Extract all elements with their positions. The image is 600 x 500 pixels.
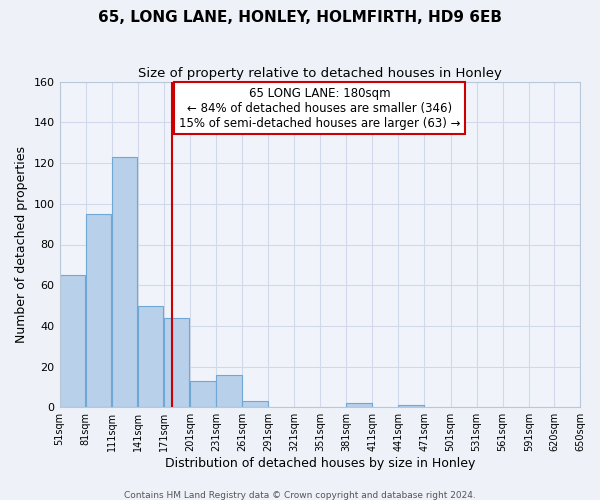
Text: Contains HM Land Registry data © Crown copyright and database right 2024.: Contains HM Land Registry data © Crown c… — [124, 490, 476, 500]
X-axis label: Distribution of detached houses by size in Honley: Distribution of detached houses by size … — [164, 457, 475, 470]
Title: Size of property relative to detached houses in Honley: Size of property relative to detached ho… — [138, 68, 502, 80]
Bar — [164, 318, 190, 408]
Text: 65, LONG LANE, HONLEY, HOLMFIRTH, HD9 6EB: 65, LONG LANE, HONLEY, HOLMFIRTH, HD9 6E… — [98, 10, 502, 25]
Bar — [138, 306, 163, 408]
Bar — [190, 381, 215, 407]
Y-axis label: Number of detached properties: Number of detached properties — [15, 146, 28, 343]
Bar — [59, 275, 85, 407]
Bar — [216, 375, 242, 408]
Bar — [86, 214, 111, 408]
Bar — [112, 157, 137, 407]
Bar — [242, 401, 268, 407]
Bar — [346, 404, 372, 407]
Text: 65 LONG LANE: 180sqm
← 84% of detached houses are smaller (346)
15% of semi-deta: 65 LONG LANE: 180sqm ← 84% of detached h… — [179, 86, 461, 130]
Bar — [398, 406, 424, 407]
